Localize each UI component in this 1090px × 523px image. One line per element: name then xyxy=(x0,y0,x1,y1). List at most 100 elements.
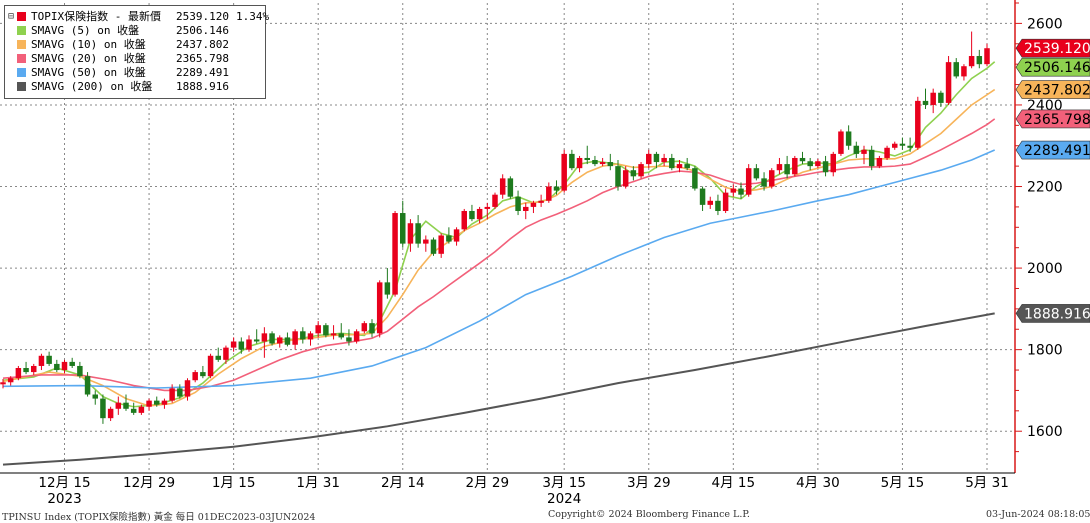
candle-body xyxy=(676,164,683,169)
candle-body xyxy=(438,235,444,254)
candle-body xyxy=(15,368,22,379)
price-tag-label: 1888.916 xyxy=(1024,306,1090,322)
candle-body xyxy=(576,157,583,169)
candle-body xyxy=(968,56,975,67)
legend-value-ma200: 1888.916 xyxy=(176,80,229,93)
collapse-icon[interactable]: ⊟ xyxy=(8,11,15,22)
price-tag-label: 2437.802 xyxy=(1024,83,1090,99)
candle-body xyxy=(300,331,306,340)
candle-body xyxy=(599,162,606,165)
legend-swatch-main xyxy=(17,12,26,21)
candle-body xyxy=(338,333,344,338)
candle-body xyxy=(161,400,168,405)
candle-body xyxy=(392,213,398,295)
candle-body xyxy=(769,170,775,187)
candle-body xyxy=(722,192,729,211)
candle-body xyxy=(930,92,936,105)
legend-swatch-ma200 xyxy=(17,82,26,91)
candle-body xyxy=(684,164,690,169)
x-tick-label: 4月 15 xyxy=(712,475,756,491)
candle-body xyxy=(876,157,883,167)
candle-body xyxy=(622,170,629,187)
candle-body xyxy=(238,341,245,350)
candle-body xyxy=(792,157,798,175)
candle-body xyxy=(154,400,160,405)
candle-body xyxy=(692,168,698,189)
candle-body xyxy=(215,355,221,360)
x-tick-label: 3月 29 xyxy=(627,475,671,491)
candle-body xyxy=(822,161,829,173)
candle-body xyxy=(753,168,760,179)
x-tick-label: 2月 14 xyxy=(381,475,425,491)
candle-body xyxy=(707,200,713,205)
legend-value-ma5: 2506.146 xyxy=(176,24,229,37)
candle-body xyxy=(0,382,6,385)
candle-body xyxy=(515,196,521,211)
candle-body xyxy=(553,186,560,191)
candle-body xyxy=(699,188,706,205)
candle-body xyxy=(592,160,598,165)
candle-body xyxy=(130,408,137,413)
candle-body xyxy=(69,361,75,366)
y-tick-label: 1800 xyxy=(1027,343,1063,359)
candle-body xyxy=(38,355,45,366)
candle-body xyxy=(669,157,675,169)
candle-body xyxy=(715,200,721,211)
ma-line xyxy=(2,88,996,407)
candle-body xyxy=(246,339,252,350)
chart-grid xyxy=(0,3,1015,472)
candle-body xyxy=(192,372,198,381)
x-tick-label: 5月 15 xyxy=(881,475,925,491)
candle-body xyxy=(861,149,867,154)
candle-body xyxy=(569,153,575,169)
candle-body xyxy=(961,66,967,77)
legend-value-ma20: 2365.798 xyxy=(176,52,229,65)
candle-body xyxy=(92,394,98,399)
price-tag-box xyxy=(1015,304,1090,323)
price-tag-box xyxy=(1015,80,1090,99)
price-tag: 2506.146 xyxy=(1015,57,1090,77)
candle-body xyxy=(107,408,114,419)
x-tick-label: 3月 15 xyxy=(542,475,586,491)
candle-body xyxy=(315,325,321,334)
x-tick-label: 2月 29 xyxy=(466,475,510,491)
candle-body xyxy=(899,143,906,146)
price-tag-box xyxy=(1015,140,1090,160)
price-tag-box xyxy=(1015,109,1090,129)
candle-body xyxy=(461,210,467,230)
candle-body xyxy=(46,355,52,364)
candle-body xyxy=(138,406,145,413)
candle-body xyxy=(738,188,744,195)
y-tick-label: 2000 xyxy=(1027,261,1063,277)
ma-line xyxy=(2,312,995,466)
legend-swatch-ma20 xyxy=(17,54,26,63)
candle-body xyxy=(230,341,237,348)
x-tick-label: 1月 31 xyxy=(296,475,340,491)
candle-body xyxy=(100,398,106,419)
candle-body xyxy=(546,186,552,201)
candle-body xyxy=(868,149,875,167)
candle-body xyxy=(400,213,406,244)
candle-body xyxy=(292,331,298,345)
candle-body xyxy=(845,131,852,146)
candle-body xyxy=(430,239,437,254)
y-tick-label: 2200 xyxy=(1027,180,1063,196)
candle-body xyxy=(61,361,68,371)
candle-body xyxy=(523,206,529,211)
candle-body xyxy=(407,223,414,244)
legend-value-ma10: 2437.802 xyxy=(176,38,229,51)
x-tick-label: 12月 29 xyxy=(123,475,175,491)
candle-body xyxy=(284,337,291,345)
legend-name-ma200: SMAVG (200) on 收盤 xyxy=(31,80,153,93)
candle-body xyxy=(277,337,283,344)
candle-body xyxy=(23,368,29,373)
candle-body xyxy=(376,282,383,334)
ma-line xyxy=(2,118,996,392)
y-tick-label: 2600 xyxy=(1027,16,1063,32)
candle-body xyxy=(761,178,767,187)
candle-body xyxy=(484,206,491,209)
candle-body xyxy=(945,62,952,103)
candle-body xyxy=(815,161,821,167)
candle-body xyxy=(884,147,890,158)
candle-body xyxy=(984,48,990,65)
